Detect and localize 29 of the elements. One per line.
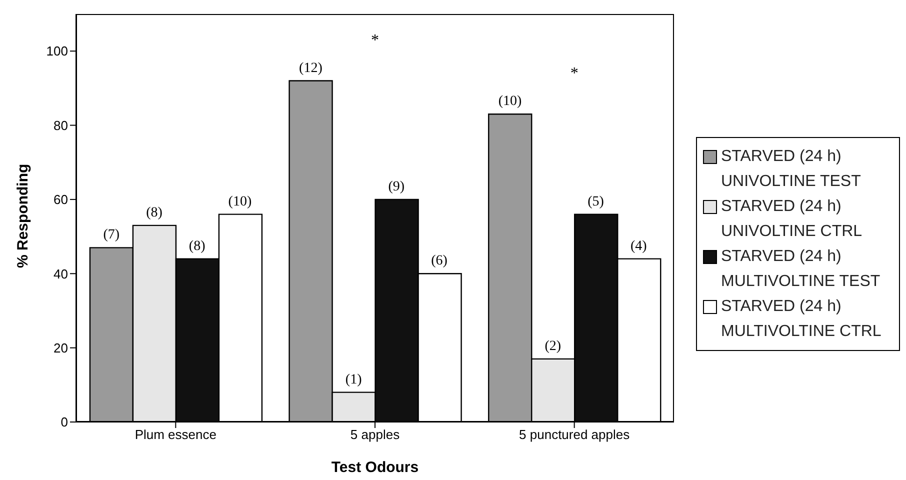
annotation: *: [371, 32, 379, 49]
annotation: (5): [588, 194, 604, 210]
x-tick-label: Plum essence: [134, 427, 216, 442]
legend-label: STARVED (24 h) MULTIVOLTINE CTRL: [721, 297, 882, 342]
annotation: (10): [228, 194, 252, 210]
legend-label: STARVED (24 h) UNIVOLTINE CTRL: [721, 197, 864, 242]
annotation: (8): [146, 205, 163, 220]
annotation: (8): [188, 238, 206, 254]
y-tick-label: 60: [54, 192, 68, 208]
y-tick-label: 100: [46, 44, 68, 59]
x-tick-label: 5 apples: [350, 427, 400, 442]
annotation: (9): [388, 179, 405, 194]
annotation: (7): [103, 228, 120, 243]
annotation: (6): [431, 254, 448, 269]
annotation: (12): [299, 60, 323, 76]
y-axis-title: % Responding: [14, 164, 32, 268]
x-tick-label: 5 punctured apples: [519, 427, 630, 442]
annotation: (2): [544, 338, 562, 354]
legend-label: STARVED (24 h) UNIVOLTINE TEST: [721, 147, 862, 192]
annotation: (10): [498, 94, 522, 110]
annotation: (4): [630, 238, 648, 254]
annotation: *: [570, 65, 578, 82]
y-tick-label: 40: [54, 266, 68, 282]
y-tick-label: 20: [54, 340, 68, 356]
annotation: (1): [345, 372, 362, 388]
y-tick-label: 0: [60, 414, 68, 430]
legend-label: STARVED (24 h) MULTIVOLTINE TEST: [721, 247, 882, 292]
y-tick-label: 80: [54, 118, 68, 133]
x-axis-title: Test Odours: [331, 459, 419, 476]
